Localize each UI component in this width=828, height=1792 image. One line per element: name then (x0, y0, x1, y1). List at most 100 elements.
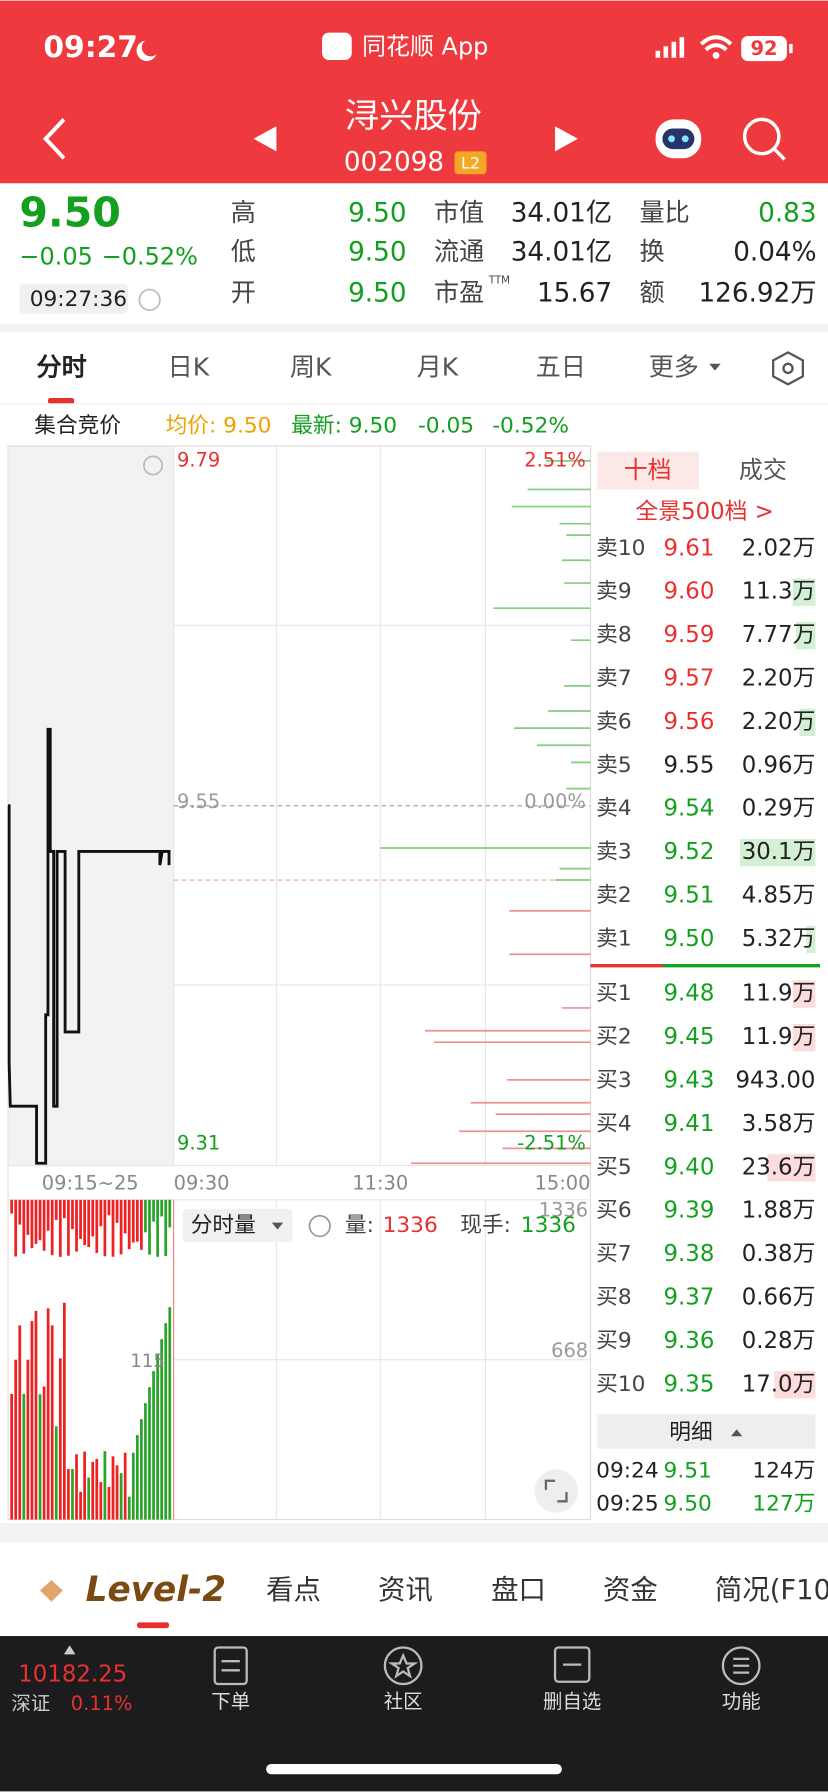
volume-bar (91, 1461, 95, 1520)
nav-item[interactable]: 社区 (384, 1690, 423, 1713)
volume-bar (164, 1199, 168, 1257)
time-label: 15:00 (535, 1171, 591, 1194)
book-label: 买6 (596, 1198, 632, 1223)
bottom-tab[interactable]: Level-2 (86, 1570, 226, 1610)
volume-highlights (740, 578, 816, 1399)
bottom-tab[interactable]: 资金 (603, 1575, 658, 1606)
bottom-tab[interactable]: 简况(F10 (715, 1575, 828, 1606)
volume-bar (10, 1393, 14, 1520)
panorama-link[interactable]: 全景500档 > (635, 499, 773, 525)
volume-bar (75, 1199, 78, 1252)
stat-value: 34.01亿 (511, 238, 612, 268)
book-tab[interactable]: 十档 (624, 456, 672, 484)
volume-bar (144, 1403, 147, 1520)
volume-bar (22, 1199, 26, 1254)
back-button[interactable] (42, 118, 66, 160)
book-price: 9.56 (664, 709, 715, 735)
book-volume: 943.00 (736, 1068, 816, 1094)
status-time: 09:27 (43, 30, 138, 65)
book-tab[interactable]: 成交 (739, 456, 787, 484)
home-indicator (266, 1763, 562, 1775)
axis-label: 1336 (539, 1199, 588, 1222)
robot-icon[interactable] (655, 119, 702, 159)
tab[interactable]: 分时 (37, 352, 87, 381)
selector-caret (271, 1222, 284, 1230)
book-volume: 0.29万 (742, 796, 816, 822)
tab[interactable]: 日K (168, 352, 210, 381)
detail-price: 9.50 (664, 1492, 712, 1517)
volume-bar (34, 1199, 38, 1244)
axis-label: -2.51% (517, 1131, 586, 1154)
volume-bar (95, 1199, 99, 1253)
selector-box[interactable] (182, 1208, 293, 1243)
hand-label: 现手: (460, 1213, 511, 1238)
help-icon[interactable] (143, 455, 164, 476)
settings-dot (782, 362, 794, 375)
bottom-tab[interactable]: 资讯 (378, 1575, 433, 1606)
app-icon (322, 32, 352, 61)
axis-label: 2.51% (524, 448, 586, 471)
prev-stock[interactable] (253, 126, 277, 152)
volume-bar (160, 1339, 164, 1520)
latest-change: -0.05 (418, 414, 474, 439)
tab[interactable]: 月K (417, 352, 459, 381)
book-volume: 23.6万 (742, 1154, 816, 1180)
volume-bar (168, 1307, 172, 1520)
volume-bar (79, 1491, 82, 1520)
detail-bar[interactable] (597, 1414, 816, 1449)
volume-bar (42, 1199, 46, 1251)
book-volume: 11.9万 (742, 1024, 816, 1050)
book-price: 9.54 (664, 796, 715, 822)
help-icon[interactable] (308, 1214, 331, 1238)
next-stock[interactable] (555, 126, 578, 152)
nav-icons (213, 1646, 761, 1686)
price-line (7, 727, 171, 1165)
stat-value: 0.83 (758, 199, 816, 229)
book-price: 9.36 (664, 1328, 715, 1354)
price-change: −0.05 (19, 243, 92, 271)
book-volume: 5.32万 (742, 926, 816, 952)
volume-bar (71, 1469, 74, 1520)
settings-icon[interactable] (772, 351, 805, 386)
bottom-tab[interactable]: 看点 (266, 1575, 321, 1606)
search-handle (773, 147, 786, 161)
book-price: 9.55 (664, 752, 715, 778)
volume-selector[interactable]: 分时量 (191, 1213, 256, 1238)
tab[interactable]: 五日 (536, 352, 586, 381)
book-label: 卖3 (596, 840, 632, 865)
volume-bar (50, 1325, 54, 1520)
book-price: 9.60 (664, 579, 715, 605)
book-volume: 1.88万 (742, 1198, 816, 1224)
expand-button[interactable] (534, 1469, 578, 1513)
expand-icon (544, 1479, 568, 1503)
volume-bar (30, 1321, 34, 1520)
book-price: 9.43 (664, 1068, 715, 1094)
search-button[interactable] (742, 117, 781, 156)
tab[interactable]: 周K (290, 352, 332, 381)
volume-bar (75, 1454, 78, 1520)
bottom-tab-underline (137, 1622, 170, 1629)
tab[interactable]: 更多 (649, 352, 699, 381)
volume-bar (67, 1469, 70, 1520)
volume-label: 量: (345, 1213, 374, 1238)
axis-label: 0.00% (524, 790, 586, 813)
book-label: 买10 (596, 1372, 645, 1397)
stat-label: 市盈 (434, 278, 484, 307)
volume-bar (103, 1199, 107, 1257)
volume-bar (135, 1435, 139, 1520)
book-price: 9.59 (664, 622, 715, 648)
bottom-tab[interactable]: 盘口 (491, 1575, 546, 1606)
volume-bar (127, 1496, 131, 1520)
nav-item[interactable]: 下单 (211, 1690, 250, 1713)
volume-bar (50, 1199, 54, 1256)
book-label: 卖7 (596, 666, 632, 691)
info-icon[interactable] (138, 288, 161, 311)
volume-bar (131, 1452, 135, 1520)
volume-bar (10, 1199, 14, 1214)
book-label: 买3 (596, 1068, 632, 1093)
volume-bar (95, 1458, 99, 1520)
nav-item[interactable]: 功能 (722, 1690, 761, 1713)
book-price: 9.61 (664, 535, 715, 561)
nav-item[interactable]: 删自选 (543, 1690, 601, 1713)
